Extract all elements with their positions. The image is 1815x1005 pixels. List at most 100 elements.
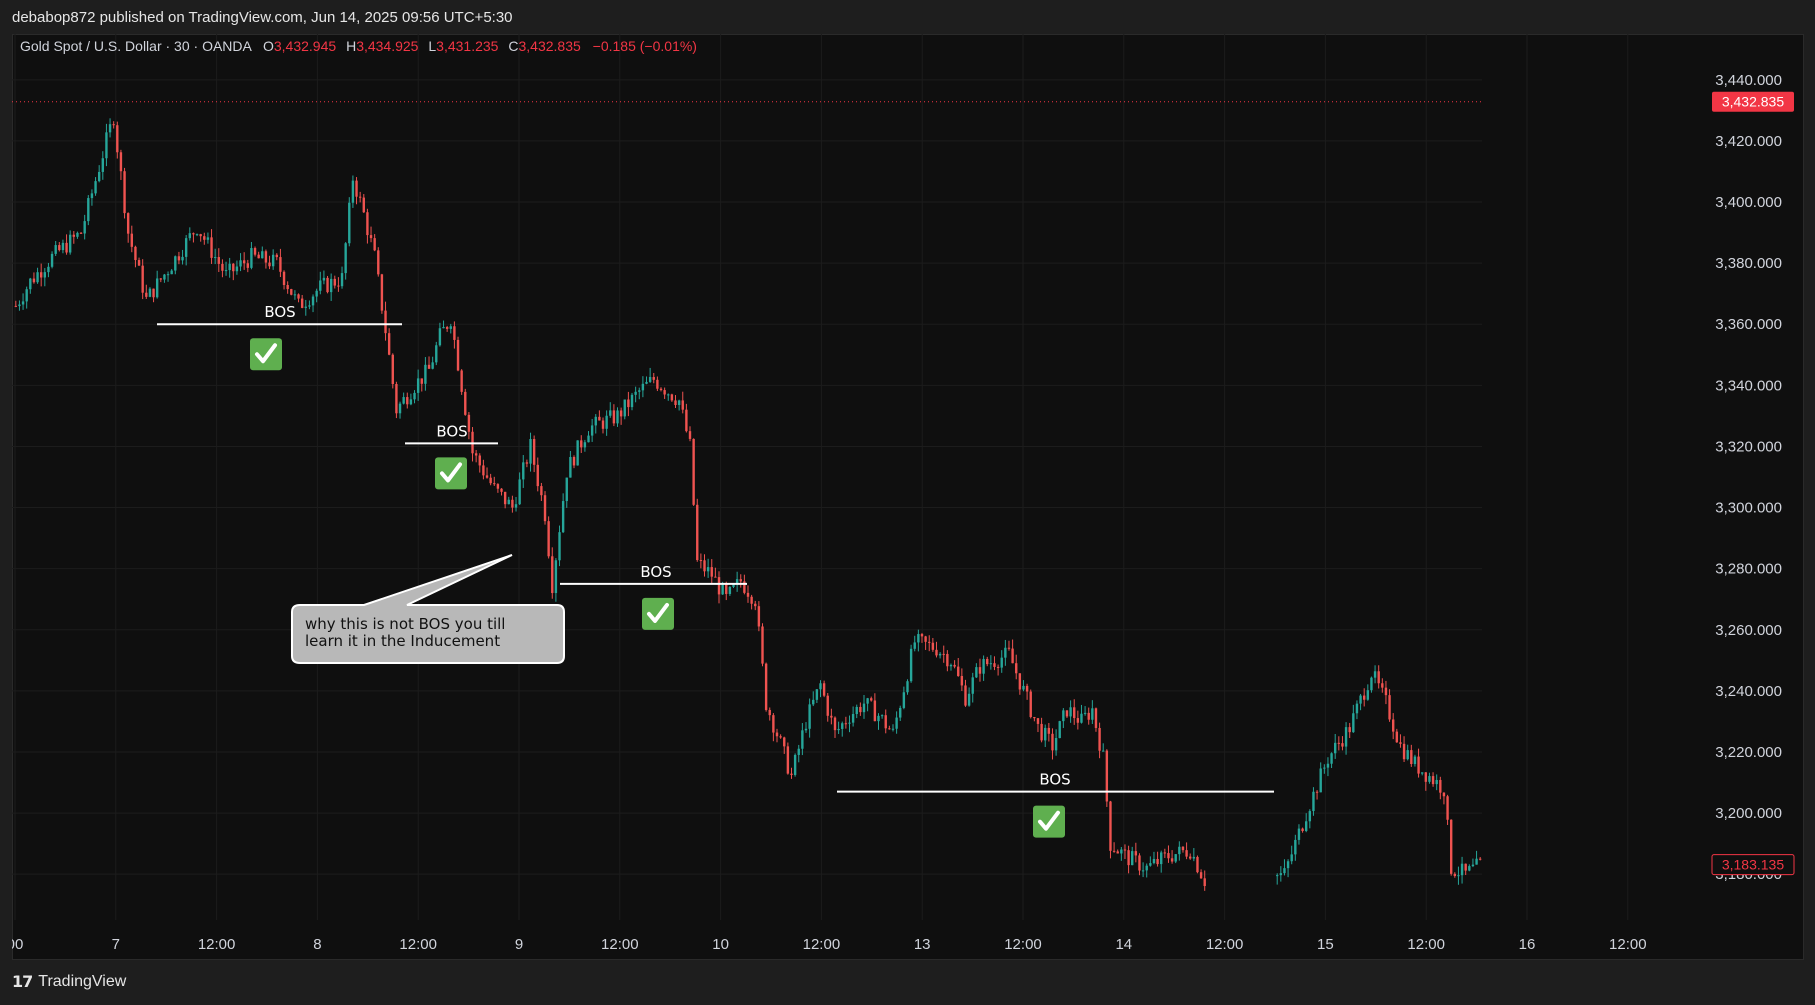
candle-body: [1145, 865, 1148, 871]
candle-body: [500, 488, 503, 492]
candle-body: [692, 438, 695, 505]
candle-body: [297, 294, 300, 299]
candle-body: [859, 706, 862, 713]
candle-body: [1308, 811, 1312, 822]
candle-body: [195, 234, 199, 236]
candle-body: [1141, 870, 1145, 872]
published-info: debabop872 published on TradingView.com,…: [12, 9, 513, 26]
candle-body: [36, 272, 39, 283]
candle-body: [130, 233, 134, 247]
candle-body: [931, 642, 935, 650]
candle-body: [1170, 858, 1174, 862]
candle-body: [703, 560, 706, 572]
candle-body: [369, 235, 373, 239]
time-tick-label: 12:00: [198, 936, 236, 953]
candle-body: [456, 339, 460, 371]
candle-body: [1431, 776, 1435, 785]
candle-body: [1468, 866, 1471, 871]
candle-body: [181, 256, 184, 261]
candle-body: [239, 260, 242, 267]
candle-body: [909, 648, 913, 682]
candlestick-chart[interactable]: BOS BOS BOS BOS why this is not BOS you till…: [12, 34, 1804, 960]
price-tick-label: 3,200.000: [1715, 805, 1782, 822]
candle-body: [1428, 776, 1431, 782]
candle-body: [627, 399, 630, 408]
candle-body: [141, 265, 144, 293]
time-tick-label: 15: [1317, 936, 1334, 953]
candle-body: [344, 243, 347, 274]
price-axis[interactable]: 3,440.000 3,420.000 3,400.000 3,380.000 3,36…: [1715, 72, 1782, 883]
candle-body: [366, 212, 369, 236]
lower-price-badge: 3,183.135: [1711, 854, 1795, 876]
candle-body: [1094, 708, 1098, 728]
tradingview-logo[interactable]: 17 TradingView: [12, 972, 126, 991]
candle-body: [126, 213, 130, 234]
candle-body: [311, 296, 315, 306]
candle-body: [21, 301, 25, 305]
candle-body: [1283, 868, 1286, 874]
candle-body: [1058, 721, 1061, 739]
candle-body: [1388, 695, 1391, 720]
candle-body: [1352, 713, 1355, 733]
candle-body: [656, 379, 659, 389]
candle-body: [1373, 671, 1377, 678]
candle-body: [94, 181, 97, 194]
candle-body: [467, 414, 471, 432]
candle-body: [427, 364, 431, 369]
candle-body: [1362, 695, 1366, 700]
candle-body: [732, 584, 735, 587]
time-axis[interactable]: 00 7 12:00 8 12:00 9 12:00 10 12:00 13 12:00 14 12:0…: [12, 936, 1647, 953]
price-tick-label: 3,400.000: [1715, 194, 1782, 211]
candle-body: [242, 260, 246, 264]
candle-body: [870, 698, 873, 701]
candle-body: [155, 278, 159, 298]
chart-panel[interactable]: [12, 34, 1804, 960]
candle-body: [420, 378, 423, 384]
candle-body: [986, 658, 989, 665]
candle-body: [1410, 750, 1413, 765]
candle-body: [188, 233, 191, 239]
candle-body: [1381, 683, 1384, 688]
candle-body: [474, 453, 478, 456]
candle-body: [1185, 850, 1188, 857]
candle-body: [1189, 856, 1192, 859]
candle-body: [547, 521, 550, 557]
candle-body: [1395, 731, 1399, 743]
candle-body: [232, 263, 235, 272]
candle-body: [862, 703, 866, 713]
candle-body: [667, 394, 670, 396]
time-tick-label: 12:00: [1004, 936, 1042, 953]
candle-body: [942, 653, 945, 655]
candle-body: [1120, 849, 1123, 854]
candle-body: [529, 439, 532, 464]
candle-body: [677, 400, 681, 405]
candle-body: [1391, 719, 1395, 732]
candle-body: [358, 196, 362, 198]
callout-text-line: learn it in the Inducement: [305, 632, 500, 650]
candle-body: [282, 271, 286, 286]
candle-body: [1091, 708, 1094, 720]
candle-body: [989, 663, 993, 665]
check-icon: [250, 338, 282, 371]
candle-body: [1402, 743, 1406, 760]
candle-body: [801, 730, 804, 749]
publish-header: debabop872 published on TradingView.com,…: [0, 0, 1815, 34]
candle-body: [1167, 853, 1170, 859]
candle-body: [605, 415, 608, 429]
candle-body: [1442, 792, 1446, 797]
candle-body: [105, 132, 108, 159]
candle-body: [308, 305, 311, 307]
bos-label: BOS: [264, 303, 295, 321]
candle-body: [340, 273, 344, 287]
candle-body: [101, 158, 105, 172]
candle-body: [61, 242, 65, 251]
candle-body: [398, 403, 402, 414]
price-tick-label: 3,260.000: [1715, 622, 1782, 639]
candle-body: [304, 306, 307, 308]
candle-body: [253, 248, 257, 255]
time-tick-label: 10: [712, 936, 729, 953]
bos-label: BOS: [640, 563, 671, 581]
candle-body: [210, 237, 213, 258]
candle-body: [917, 634, 920, 643]
